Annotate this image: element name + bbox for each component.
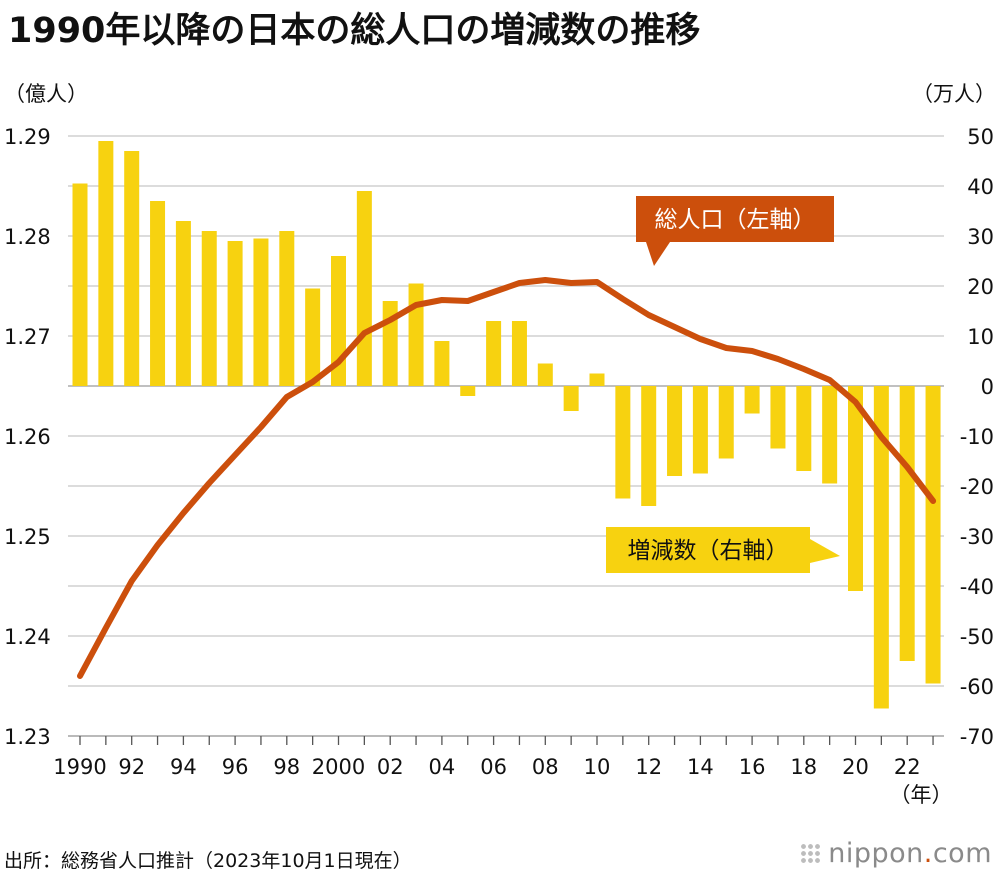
bar-2014: [692, 386, 708, 474]
right-tick-label: -10: [960, 425, 994, 449]
line-callout-box: [636, 196, 834, 242]
x-tick-label: 98: [273, 755, 300, 779]
line-series: [77, 277, 937, 679]
bar-2012: [641, 386, 657, 506]
bar-2003: [408, 283, 424, 386]
right-tick-label: -50: [960, 625, 994, 649]
left-tick-label: 1.24: [4, 625, 51, 649]
x-tick-label: 04: [429, 755, 456, 779]
bar-2007: [511, 321, 527, 386]
logo-text: nippon.com: [828, 838, 992, 869]
x-tick-label: 12: [635, 755, 662, 779]
left-tick-label: 1.26: [4, 425, 51, 449]
bar-callout-box: [606, 527, 810, 573]
x-axis-unit: （年）: [890, 783, 953, 807]
x-tick-label: 1990: [53, 755, 106, 779]
x-tick-label: 16: [739, 755, 766, 779]
bar-2019: [822, 386, 838, 484]
right-tick-label: -40: [960, 575, 994, 599]
x-tick-label: 96: [222, 755, 249, 779]
bar-2015: [718, 386, 734, 459]
bar-2018: [796, 386, 812, 471]
bar-callout-pointer: [810, 539, 840, 563]
bar-1997: [253, 238, 269, 386]
left-tick-label: 1.27: [4, 325, 51, 349]
x-tick-label: 2000: [312, 755, 365, 779]
x-tick-label: 20: [842, 755, 869, 779]
bar-2010: [589, 373, 605, 386]
bar-2005: [460, 386, 476, 396]
bar-2006: [486, 321, 502, 386]
bar-callout-label: 増減数（右軸）: [628, 538, 789, 564]
population-line: [77, 277, 937, 679]
x-tick-label: 94: [170, 755, 197, 779]
bar-2001: [356, 191, 372, 386]
bar-1991: [98, 141, 114, 386]
right-axis-unit: （万人）: [912, 82, 996, 106]
x-tick-label: 18: [790, 755, 817, 779]
bar-1995: [201, 231, 217, 386]
left-tick-label: 1.23: [4, 725, 51, 749]
x-tick-label: 06: [480, 755, 507, 779]
bar-2004: [434, 341, 450, 386]
left-tick-label: 1.28: [4, 225, 51, 249]
logo-com: com: [932, 838, 992, 869]
line-callout-pointer: [646, 242, 670, 266]
right-tick-label: 50: [967, 125, 994, 149]
left-tick-label: 1.29: [4, 125, 51, 149]
bar-1994: [175, 221, 191, 386]
bar-2022: [899, 386, 915, 661]
nippon-logo: nippon.com: [800, 838, 992, 869]
x-tick-label: 22: [894, 755, 921, 779]
x-tick-label: 92: [118, 755, 145, 779]
bar-2020: [848, 386, 863, 591]
source-note: 出所：総務省人口推計（2023年10月1日現在）: [4, 850, 412, 872]
right-tick-label: 0: [981, 375, 994, 399]
line-callout-label: 総人口（左軸）: [655, 207, 816, 233]
right-tick-label: 40: [967, 175, 994, 199]
right-tick-label: -60: [960, 675, 994, 699]
logo-main: nippon: [828, 838, 924, 869]
left-tick-label: 1.25: [4, 525, 51, 549]
callouts: 総人口（左軸） 増減数（右軸）: [606, 196, 840, 573]
x-tick-label: 14: [687, 755, 714, 779]
right-tick-label: 20: [967, 275, 994, 299]
right-tick-label: 30: [967, 225, 994, 249]
x-tick-label: 02: [377, 755, 404, 779]
bar-1998: [279, 231, 295, 386]
bar-2023: [925, 386, 941, 684]
bar-2011: [615, 386, 631, 499]
x-tick-label: 08: [532, 755, 559, 779]
page-title: 1990年以降の日本の総人口の増減数の推移: [8, 11, 701, 51]
bar-series: [72, 141, 941, 709]
bar-2008: [537, 363, 553, 386]
right-tick-label: -30: [960, 525, 994, 549]
axes: 1.29 1.28 1.27 1.26 1.25 1.24 1.23 （億人） 50 40 30 20…: [4, 82, 996, 807]
population-chart: 1.29 1.28 1.27 1.26 1.25 1.24 1.23 （億人） 50 40 30 20…: [4, 82, 996, 807]
bar-1990: [72, 183, 88, 386]
bar-2009: [563, 386, 579, 411]
bar-1999: [305, 288, 321, 386]
bar-2013: [667, 386, 683, 476]
logo-dot: .: [923, 838, 933, 869]
bar-1993: [150, 201, 166, 386]
x-tick-label: 10: [584, 755, 611, 779]
bar-2016: [744, 386, 760, 414]
bar-2021: [873, 386, 889, 709]
left-axis-unit: （億人）: [4, 82, 88, 106]
logo-dots-icon: [800, 842, 823, 865]
bar-1996: [227, 241, 243, 386]
bar-2017: [770, 386, 786, 449]
right-tick-label: -20: [960, 475, 994, 499]
right-tick-label: -70: [960, 725, 994, 749]
right-tick-label: 10: [967, 325, 994, 349]
bar-1992: [124, 151, 140, 386]
